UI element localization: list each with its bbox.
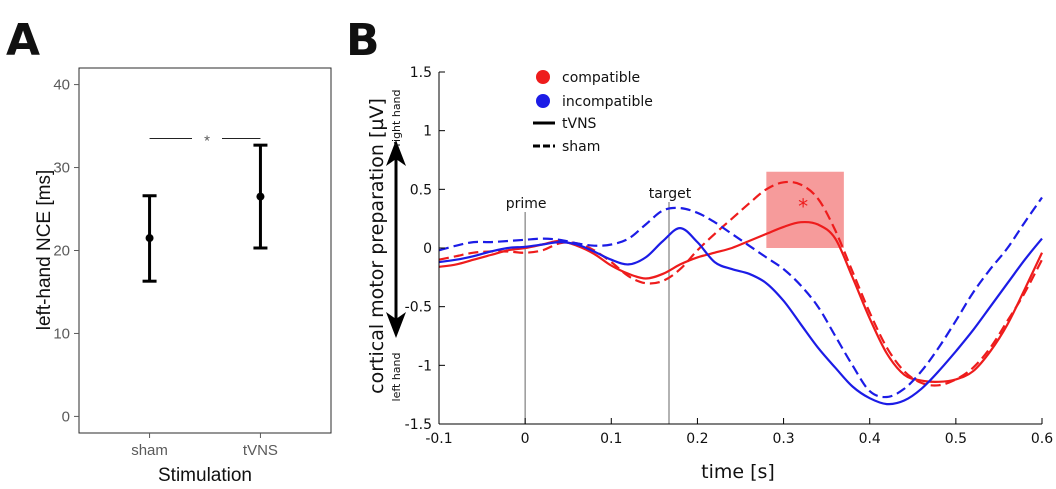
- panel-a-plot-frame: [78, 67, 332, 434]
- panel-b-event-markers: prime target: [506, 186, 692, 424]
- legend-label-sham: sham: [562, 139, 600, 155]
- x-tick-label: 0.1: [600, 431, 622, 447]
- panel-a-significance: *: [149, 133, 261, 150]
- legend-label-incompatible: incompatible: [562, 94, 653, 110]
- series-line-compatible-sham: [438, 180, 1043, 387]
- legend-label-tvns: tVNS: [562, 116, 597, 132]
- y-tick-label: 40: [53, 77, 70, 94]
- y-tick-label: 1: [423, 124, 432, 140]
- panel-letter-b: B: [346, 15, 380, 66]
- panel-b-y-label-right-hand: right hand: [390, 89, 403, 146]
- panel-b-axes: -1.5 -1 -0.5 0 0.5 1 1.5 -0.1 0 0.1 0.2 0.3 0.4 0.5 0.…: [405, 65, 1054, 447]
- panel-a-x-axis-label: Stimulation: [158, 465, 252, 486]
- y-tick-label: -1: [418, 358, 432, 374]
- significance-star-b: *: [798, 195, 808, 219]
- x-tick-label: 0.4: [859, 431, 881, 447]
- arrow-down-icon: [386, 312, 406, 338]
- event-label-prime: prime: [506, 196, 547, 212]
- legend-marker-incompatible: [536, 94, 550, 108]
- significance-star: *: [204, 133, 210, 150]
- panel-b-series-lines: [438, 180, 1043, 406]
- y-tick-label: 10: [53, 325, 70, 342]
- arrow-up-icon: [386, 140, 406, 166]
- mean-point-tVNS: [256, 192, 265, 201]
- panel-b-x-axis-label: time [s]: [701, 461, 775, 483]
- panel-b-direction-arrow: [386, 140, 406, 338]
- x-tick-label: 0.2: [686, 431, 708, 447]
- x-tick-label: -0.1: [425, 431, 452, 447]
- y-tick-label: 0: [62, 408, 70, 425]
- panel-b-y-label-left-hand: left hand: [390, 353, 403, 402]
- x-tick-label-sham: sham: [131, 442, 168, 459]
- panel-b-y-axis-label: cortical motor preparation [µV]: [366, 98, 388, 394]
- series-line-incompatible-tVNS: [438, 227, 1043, 406]
- y-tick-label: 0: [423, 241, 432, 257]
- y-tick-label: -1.5: [405, 417, 432, 433]
- panel-b-chart: * prime target -1.5 -1 -0.5 0 0.5 1 1.5 -0.1 0 0.1…: [366, 65, 1053, 483]
- y-tick-label: 30: [53, 160, 70, 177]
- panel-a-error-bars: [142, 143, 268, 283]
- panel-b-highlight-region: *: [766, 171, 844, 248]
- panel-a-y-axis-label: left-hand NCE [ms]: [34, 170, 55, 331]
- mean-point-sham: [145, 234, 154, 243]
- x-tick-label: 0.3: [772, 431, 794, 447]
- y-tick-label: 20: [53, 243, 70, 260]
- panel-letter-a: A: [6, 15, 40, 66]
- event-label-target: target: [649, 186, 692, 202]
- panel-a-y-ticks: 0 10 20 30 40: [53, 77, 79, 425]
- legend-label-compatible: compatible: [562, 70, 640, 86]
- y-tick-label: 1.5: [410, 65, 432, 81]
- legend-marker-compatible: [536, 70, 550, 84]
- significance-window: [766, 171, 844, 248]
- panel-a-x-ticks: sham tVNS: [131, 433, 278, 459]
- series-line-incompatible-sham: [438, 196, 1043, 399]
- y-tick-label: 0.5: [410, 182, 432, 198]
- x-tick-label-tVNS: tVNS: [243, 442, 278, 459]
- x-tick-label: 0.6: [1031, 431, 1053, 447]
- x-tick-label: 0: [521, 431, 530, 447]
- y-tick-label: -0.5: [405, 300, 432, 316]
- panel-b-legend: compatible incompatible tVNS sham: [533, 70, 653, 155]
- x-tick-label: 0.5: [945, 431, 967, 447]
